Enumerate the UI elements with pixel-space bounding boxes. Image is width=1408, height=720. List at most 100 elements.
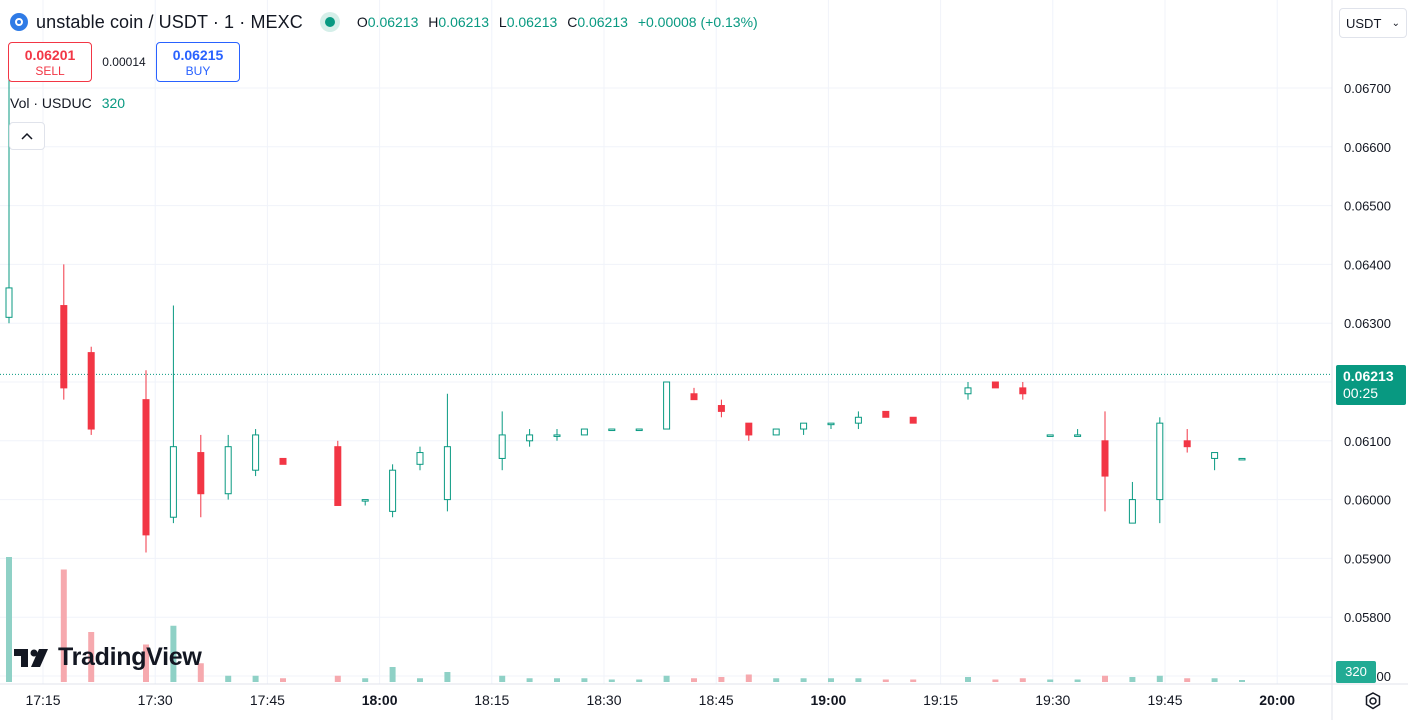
candle-body [389, 469, 397, 512]
buy-price: 0.06215 [172, 47, 224, 63]
volume-bar [280, 678, 286, 682]
volume-bar [1184, 678, 1191, 682]
last-price-value: 0.06213 [1343, 368, 1394, 384]
volume-bar [855, 678, 862, 682]
candle-body [197, 452, 205, 495]
volume-legend[interactable]: Vol · USDUC 320 [10, 95, 125, 111]
x-tick-label: 20:00 [1259, 692, 1295, 708]
volume-bar [1129, 677, 1136, 682]
candle-body [854, 416, 862, 424]
volume-bar [499, 675, 506, 682]
volume-bar [1019, 678, 1026, 682]
volume-bar [800, 678, 807, 682]
y-tick-label: 0.06500 [1344, 199, 1391, 214]
candle-body [800, 422, 808, 430]
volume-bar [1102, 675, 1108, 682]
collapse-legend-button[interactable] [9, 122, 45, 150]
candle-body [608, 428, 616, 432]
ohlc-values: O0.06213 H0.06213 L0.06213 C0.06213 +0.0… [357, 14, 758, 30]
x-tick-label: 19:00 [810, 692, 846, 708]
volume-bar [745, 674, 752, 682]
x-tick-label: 19:30 [1035, 692, 1070, 708]
sell-price: 0.06201 [24, 47, 76, 63]
volume-bar [444, 672, 451, 682]
candle-body [1238, 457, 1246, 461]
symbol-title[interactable]: unstable coin / USDT · 1 · MEXC [36, 11, 303, 32]
candle-body [142, 399, 150, 536]
candle-body [252, 434, 260, 471]
candle-body [526, 434, 534, 442]
volume-bar [581, 678, 588, 682]
symbol-header: unstable coin / USDT · 1 · MEXC O0.06213… [10, 10, 758, 34]
volume-bar [334, 675, 341, 682]
x-tick-label: 18:00 [362, 692, 398, 708]
candle-body [580, 428, 588, 436]
volume-bar [608, 679, 615, 682]
x-tick-label: 19:15 [923, 692, 958, 708]
change-value: +0.00008 (+0.13%) [637, 14, 758, 30]
y-tick-label: 0.06400 [1344, 257, 1391, 272]
candle-body [827, 422, 835, 426]
last-price-label: 0.06213 00:25 [1336, 365, 1406, 405]
x-tick-label: 18:45 [699, 692, 734, 708]
candle-body [60, 305, 68, 389]
candle-body [87, 352, 95, 430]
x-tick-label: 18:15 [474, 692, 509, 708]
volume-bar [6, 557, 12, 682]
chart-settings-icon[interactable] [1362, 690, 1384, 712]
high-key: H [428, 14, 439, 30]
buy-label: BUY [185, 64, 211, 78]
candle-body [169, 446, 177, 518]
coin-logo-icon [10, 13, 28, 31]
tradingview-watermark[interactable]: TradingView [12, 643, 202, 672]
candle-body [1183, 440, 1191, 448]
volume-bar [362, 678, 369, 682]
candle-body [416, 452, 424, 465]
y-tick-label: 0.05800 [1344, 610, 1391, 625]
chevron-down-icon: ⌄ [1391, 17, 1400, 29]
market-open-status-icon [324, 17, 335, 27]
close-key: C [567, 14, 578, 30]
sell-label: SELL [35, 64, 65, 78]
y-tick-label: 0.05900 [1344, 551, 1391, 566]
volume-bar [60, 569, 67, 682]
volume-bar [992, 679, 999, 682]
candle-body [909, 416, 917, 424]
currency-select[interactable]: USDT ⌄ [1339, 8, 1407, 38]
volume-value: 320 [101, 95, 126, 111]
candle-body [635, 428, 643, 432]
candle-body [443, 446, 451, 501]
candle-body [772, 428, 780, 436]
currency-value: USDT [1346, 15, 1382, 31]
sell-button[interactable]: 0.06201 SELL [8, 42, 92, 82]
volume-bar [1047, 679, 1054, 682]
x-tick-label: 17:15 [25, 692, 60, 708]
open-key: O [356, 14, 368, 30]
x-tick-label: 19:45 [1147, 692, 1182, 708]
x-tick-label: 17:45 [250, 692, 285, 708]
low-key: L [498, 14, 507, 30]
volume-bar [1074, 679, 1081, 682]
candle-body [690, 393, 698, 401]
bar-countdown: 00:25 [1343, 385, 1379, 401]
volume-bar [197, 663, 204, 682]
candle-body [1046, 434, 1054, 437]
candle-body [224, 446, 232, 495]
volume-bar [1239, 680, 1245, 682]
candle-body [498, 434, 506, 459]
buy-button[interactable]: 0.06215 BUY [156, 42, 240, 82]
volume-bar [828, 678, 834, 682]
volume-axis-label: 320 [1336, 661, 1376, 683]
volume-bar [526, 678, 533, 682]
candle-body [1101, 440, 1109, 477]
x-tick-label: 18:30 [586, 692, 621, 708]
candle-body [717, 405, 725, 412]
volume-bar [225, 675, 232, 682]
volume-bar [965, 677, 971, 682]
tradingview-logo-icon [14, 648, 48, 667]
candle-body [1156, 422, 1164, 501]
candle-body [1019, 387, 1027, 395]
volume-bar [554, 678, 560, 682]
volume-bar [718, 677, 725, 682]
